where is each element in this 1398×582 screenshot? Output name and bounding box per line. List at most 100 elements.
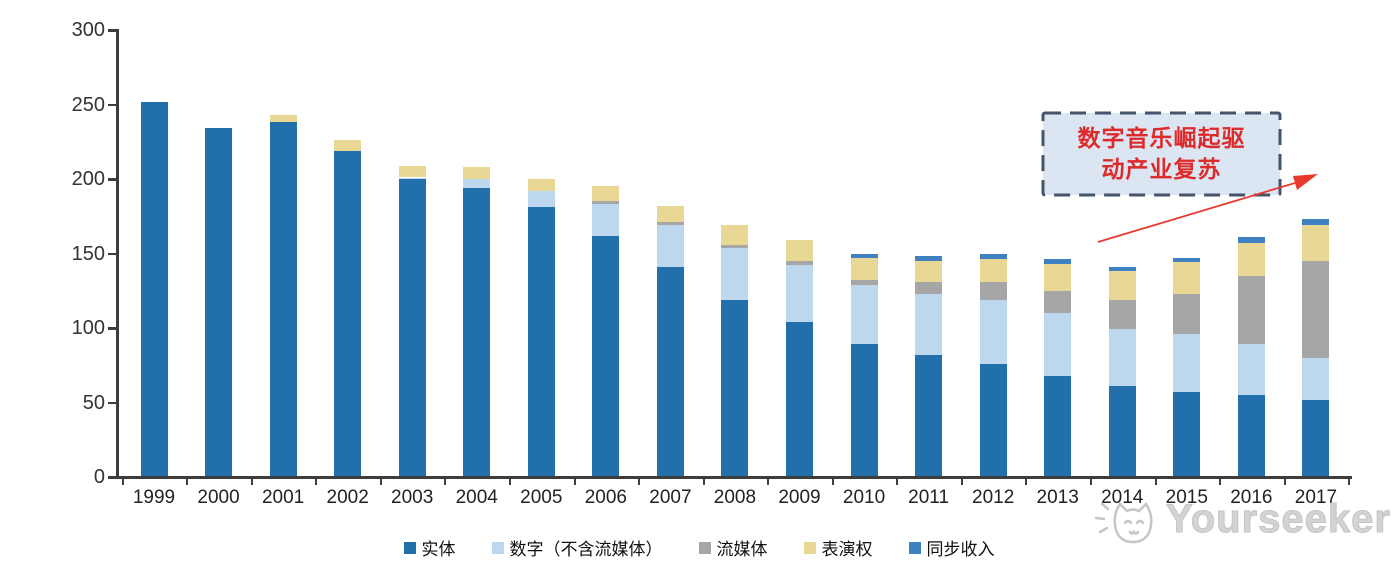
y-axis-label: 250 [71,93,105,116]
legend-item: 实体 [403,535,456,560]
bar-segment-2010 [850,257,878,281]
x-axis-label: 2008 [713,487,757,508]
bar-segment-2006 [592,235,620,477]
x-axis-label: 2016 [1230,487,1273,508]
bar-segment-2007 [656,205,684,223]
x-axis-tick [638,478,641,485]
bar-segment-2011 [915,354,943,477]
bar-segment-2012 [979,363,1007,477]
bar-segment-2004 [463,187,491,477]
yourseeker-cat-logo [1094,502,1153,544]
x-axis-tick [315,478,318,485]
x-axis-tick [509,478,512,485]
x-axis-tick [960,478,963,485]
bar-segment-2014 [1108,386,1136,477]
legend-label: 数字（不含流媒体） [509,540,663,559]
x-axis-label: 2015 [1165,487,1208,508]
bar-segment-2008 [721,299,749,477]
x-axis-tick [1089,478,1092,485]
bar-segment-2008 [721,225,749,245]
x-axis-label: 2011 [908,487,950,508]
x-axis-tick [573,478,576,485]
bar-segment-2007 [656,266,684,477]
bar-segment-2007 [656,225,684,267]
legend-swatch-icon [908,541,921,554]
bar-segment-2014 [1108,271,1136,300]
bar-segment-2010 [850,280,878,285]
x-axis-label: 2017 [1294,487,1338,508]
bar-segment-2010 [850,253,878,258]
bar-segment-2011 [915,260,943,282]
bar-segment-2016 [1237,243,1265,276]
bar-segment-2013 [1044,313,1072,376]
y-axis-tick [108,401,117,404]
bar-segment-2006 [592,186,620,202]
x-axis-tick [379,478,382,485]
bar-segment-2004 [463,167,491,179]
legend-swatch-icon [803,541,816,554]
bar-segment-2016 [1237,344,1265,396]
bar-segment-2017 [1302,260,1330,358]
legend-swatch-icon [698,541,711,554]
y-axis-tick [108,103,117,106]
x-axis-tick [1154,478,1157,485]
x-axis-tick [1219,478,1222,485]
bar-segment-2001 [269,122,297,477]
bar-segment-2012 [979,259,1007,282]
bar-segment-1999 [140,101,168,477]
y-axis [116,29,119,478]
x-axis-label: 2000 [197,487,240,508]
bar-segment-2013 [1044,259,1072,264]
bar-segment-2000 [205,128,233,477]
bar-segment-2015 [1173,262,1201,294]
x-axis-label: 2004 [455,487,498,508]
legend-label: 实体 [421,540,456,559]
legend-item: 数字（不含流媒体） [491,535,663,560]
bar-segment-2008 [721,247,749,300]
bar-segment-2012 [979,299,1007,364]
chart-legend: 实体 数字（不含流媒体） 流媒体 表演权 同步收入 [0,535,1398,560]
bar-segment-2011 [915,293,943,355]
x-axis-label: 2006 [584,487,627,508]
x-axis-tick [896,478,899,485]
x-axis-label: 2001 [261,487,305,508]
x-axis-label: 2014 [1101,487,1144,508]
x-axis-tick [250,478,253,485]
x-axis-tick [702,478,705,485]
bar-segment-2015 [1173,257,1201,263]
bar-segment-2009 [786,265,813,323]
bar-segment-2009 [786,240,813,261]
bar-segment-2003 [398,177,426,179]
legend-item: 同步收入 [908,535,995,560]
annotation-line-2: 动产业复苏 [1101,157,1222,182]
y-axis-label: 200 [71,168,105,190]
bar-segment-2017 [1302,219,1330,226]
x-axis-label: 2012 [972,487,1015,508]
y-axis-label: 0 [93,466,105,488]
bar-segment-2005 [527,179,555,191]
annotation-line-1: 数字音乐崛起驱 [1077,126,1246,151]
bar-segment-2017 [1302,357,1330,400]
x-axis-label: 1999 [132,487,176,508]
bar-segment-2008 [721,244,749,248]
bar-segment-2015 [1173,333,1201,393]
y-axis-tick [108,252,117,255]
bar-segment-2002 [334,140,362,151]
bar-segment-2014 [1108,299,1136,330]
x-axis-label: 2003 [391,487,434,508]
y-axis-label: 150 [71,242,105,265]
legend-item: 表演权 [803,535,873,560]
x-axis-label: 2005 [520,487,563,508]
annotation-callout: 数字音乐崛起驱 动产业复苏 [1043,113,1280,195]
x-axis-label: 2013 [1036,487,1079,508]
bar-segment-2006 [592,201,620,205]
bar-segment-2001 [269,114,297,123]
x-axis-tick [121,478,124,485]
bar-segment-2004 [463,179,491,188]
watermark: Yourseeker [1092,490,1391,548]
x-axis [108,476,1352,479]
x-axis-tick [186,478,189,485]
legend-item: 流媒体 [698,535,768,560]
